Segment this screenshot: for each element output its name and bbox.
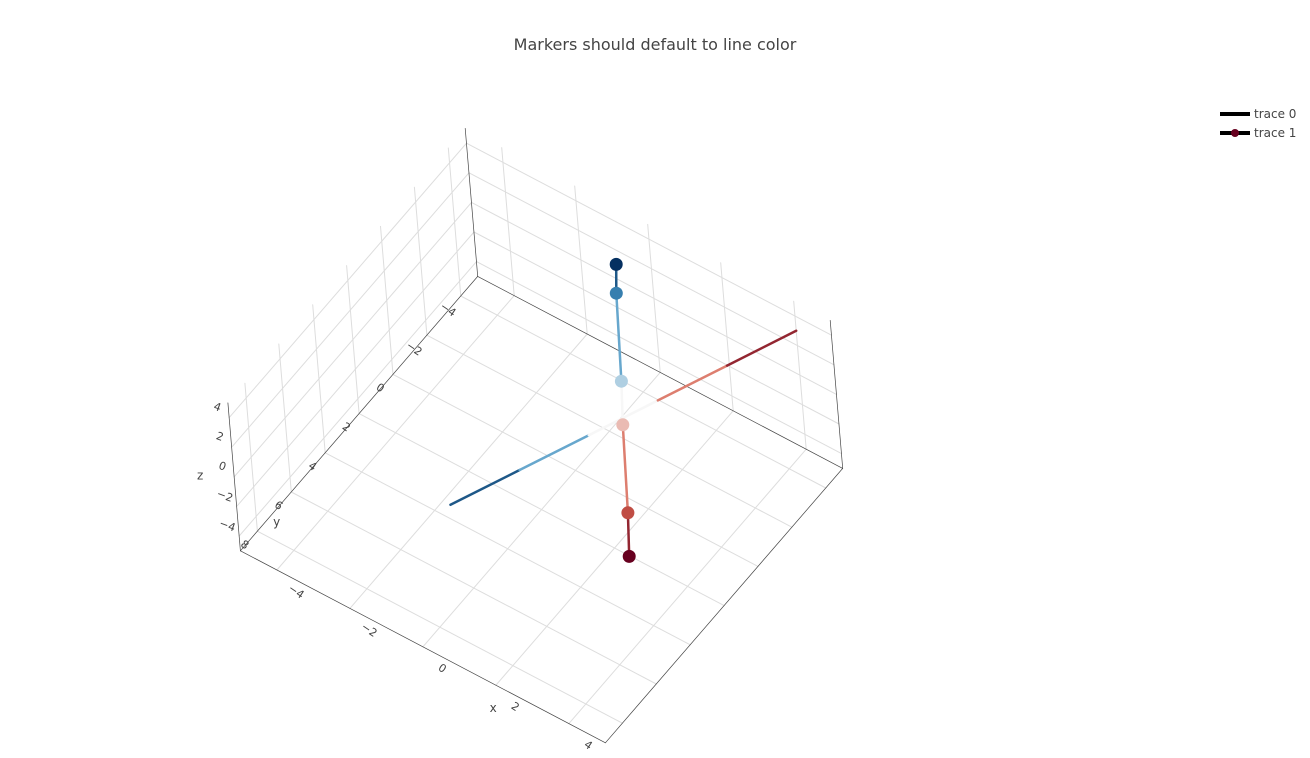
wall-y-grid-line: [468, 172, 835, 366]
x-axis-title: x: [490, 701, 497, 715]
x-tick-label: −4: [286, 582, 307, 602]
trace-1-marker[interactable]: [609, 286, 623, 300]
x-tick-label: 4: [582, 738, 595, 753]
z-tick-label: −2: [215, 487, 235, 505]
wall-y-grid-line: [473, 231, 840, 425]
box-edge: [227, 402, 241, 552]
wall-y-grid-line: [476, 261, 842, 455]
x-tick-label: 0: [436, 661, 449, 676]
floor-grid-line: [256, 530, 623, 724]
wall-x-grid-line: [238, 261, 477, 537]
box-edge: [240, 276, 479, 552]
floor-grid-line: [426, 334, 793, 528]
trace-0-segment: [725, 329, 798, 367]
wall-x-grid-line: [233, 201, 472, 478]
y-tick-label: 0: [374, 381, 387, 396]
y-tick-label: 4: [306, 459, 319, 474]
trace-0-segment: [656, 364, 729, 402]
x-tick-label: 2: [509, 699, 522, 714]
z-axis-title: z: [197, 468, 203, 482]
floor-grid-line: [290, 491, 657, 685]
box-edge: [605, 468, 844, 744]
trace-1-segment: [626, 511, 631, 558]
chart-title: Markers should default to line color: [514, 35, 797, 54]
box-edge: [477, 276, 844, 469]
floor-grid-line: [460, 295, 827, 489]
z-tick-label: 2: [214, 429, 225, 444]
legend-marker-trace-1: [1231, 129, 1239, 137]
wall-x-grid-line: [231, 172, 470, 448]
trace-1-marker[interactable]: [614, 374, 628, 388]
wall-x-grid-line: [228, 142, 467, 419]
wall-y-grid-line: [466, 142, 832, 336]
y-tick-label: 6: [272, 498, 285, 513]
trace-0-segment: [449, 468, 521, 507]
legend-label-trace-0: trace 0: [1254, 107, 1296, 121]
wall-x-grid-line: [236, 231, 475, 507]
floor-grid-line: [358, 413, 725, 607]
legend: trace 0 trace 1: [1220, 107, 1296, 140]
y-axis-title: y: [273, 515, 280, 529]
floor-grid-line: [324, 452, 691, 646]
legend-item-trace-0[interactable]: trace 0: [1220, 107, 1296, 121]
trace-1-marker[interactable]: [616, 418, 630, 432]
x-tick-label: −2: [359, 620, 380, 640]
trace-1-segment: [620, 379, 625, 427]
trace-1-segment: [621, 423, 630, 515]
z-tick-label: 0: [217, 459, 228, 474]
trace-1-segment: [615, 291, 623, 383]
wall-y-grid-line: [471, 201, 837, 395]
box-edge: [464, 128, 479, 277]
legend-label-trace-1: trace 1: [1254, 126, 1296, 140]
trace-1-marker[interactable]: [622, 549, 636, 563]
box-edge: [829, 320, 844, 469]
y-tick-label: 2: [340, 420, 353, 435]
z-tick-label: 4: [212, 400, 223, 415]
legend-item-trace-1[interactable]: trace 1: [1220, 126, 1296, 140]
z-tick-label: −4: [218, 517, 238, 535]
floor-grid-line: [392, 373, 759, 567]
trace-1-marker[interactable]: [621, 506, 635, 520]
box-edge: [240, 550, 606, 744]
trace-1-marker[interactable]: [609, 257, 623, 271]
trace-0-segment: [518, 433, 591, 472]
